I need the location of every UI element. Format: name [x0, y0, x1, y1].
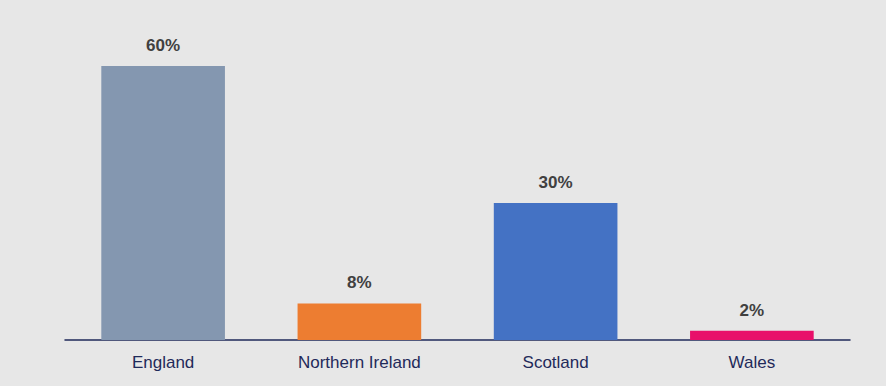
svg-text:8%: 8% [347, 273, 372, 292]
svg-text:Wales: Wales [729, 353, 776, 372]
svg-text:60%: 60% [146, 36, 180, 55]
svg-text:Scotland: Scotland [523, 353, 589, 372]
svg-text:England: England [132, 353, 194, 372]
svg-text:2%: 2% [740, 301, 765, 320]
svg-text:30%: 30% [539, 173, 573, 192]
svg-text:Northern Ireland: Northern Ireland [298, 353, 421, 372]
